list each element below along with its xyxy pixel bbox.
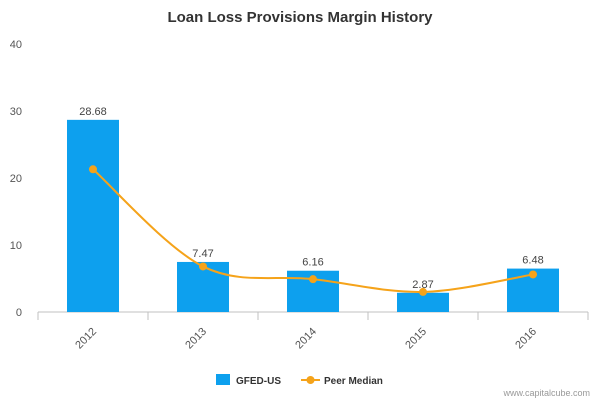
line-series [89,165,537,296]
chart-title: Loan Loss Provisions Margin History [167,9,433,26]
peer-median-point [199,262,207,271]
data-label: 2.87 [412,279,433,291]
legend-line-marker [306,376,315,384]
peer-median-point [89,165,97,174]
x-tick-label: 2013 [183,326,209,352]
data-label: 28.68 [79,106,107,118]
legend-bar-label: GFED-US [236,376,281,387]
x-tick-label: 2015 [403,326,429,352]
y-tick-label: 30 [10,106,22,118]
peer-median-point [309,275,317,284]
legend: GFED-US Peer Median [216,374,383,387]
data-label: 7.47 [192,248,213,260]
bar [397,292,449,312]
data-labels: 28.68 7.47 6.16 2.87 6.48 [79,106,543,291]
legend-bar-swatch [216,374,230,385]
y-tick-label: 40 [10,39,22,51]
bar [67,119,119,313]
y-axis: 0 10 20 30 40 [10,39,22,319]
x-tick-label: 2014 [293,326,319,352]
legend-line-label: Peer Median [324,376,383,387]
y-tick-label: 0 [16,307,22,319]
y-tick-label: 10 [10,240,22,252]
peer-median-point [529,270,537,279]
data-label: 6.48 [522,255,543,267]
watermark: www.capitalcube.com [502,388,590,398]
data-label: 6.16 [302,257,323,269]
x-axis: 2012 2013 2014 2015 2016 [37,311,589,352]
y-tick-label: 20 [10,173,22,185]
peer-median-point [419,287,427,296]
x-tick-label: 2016 [513,326,539,352]
x-tick-label: 2012 [73,326,99,352]
